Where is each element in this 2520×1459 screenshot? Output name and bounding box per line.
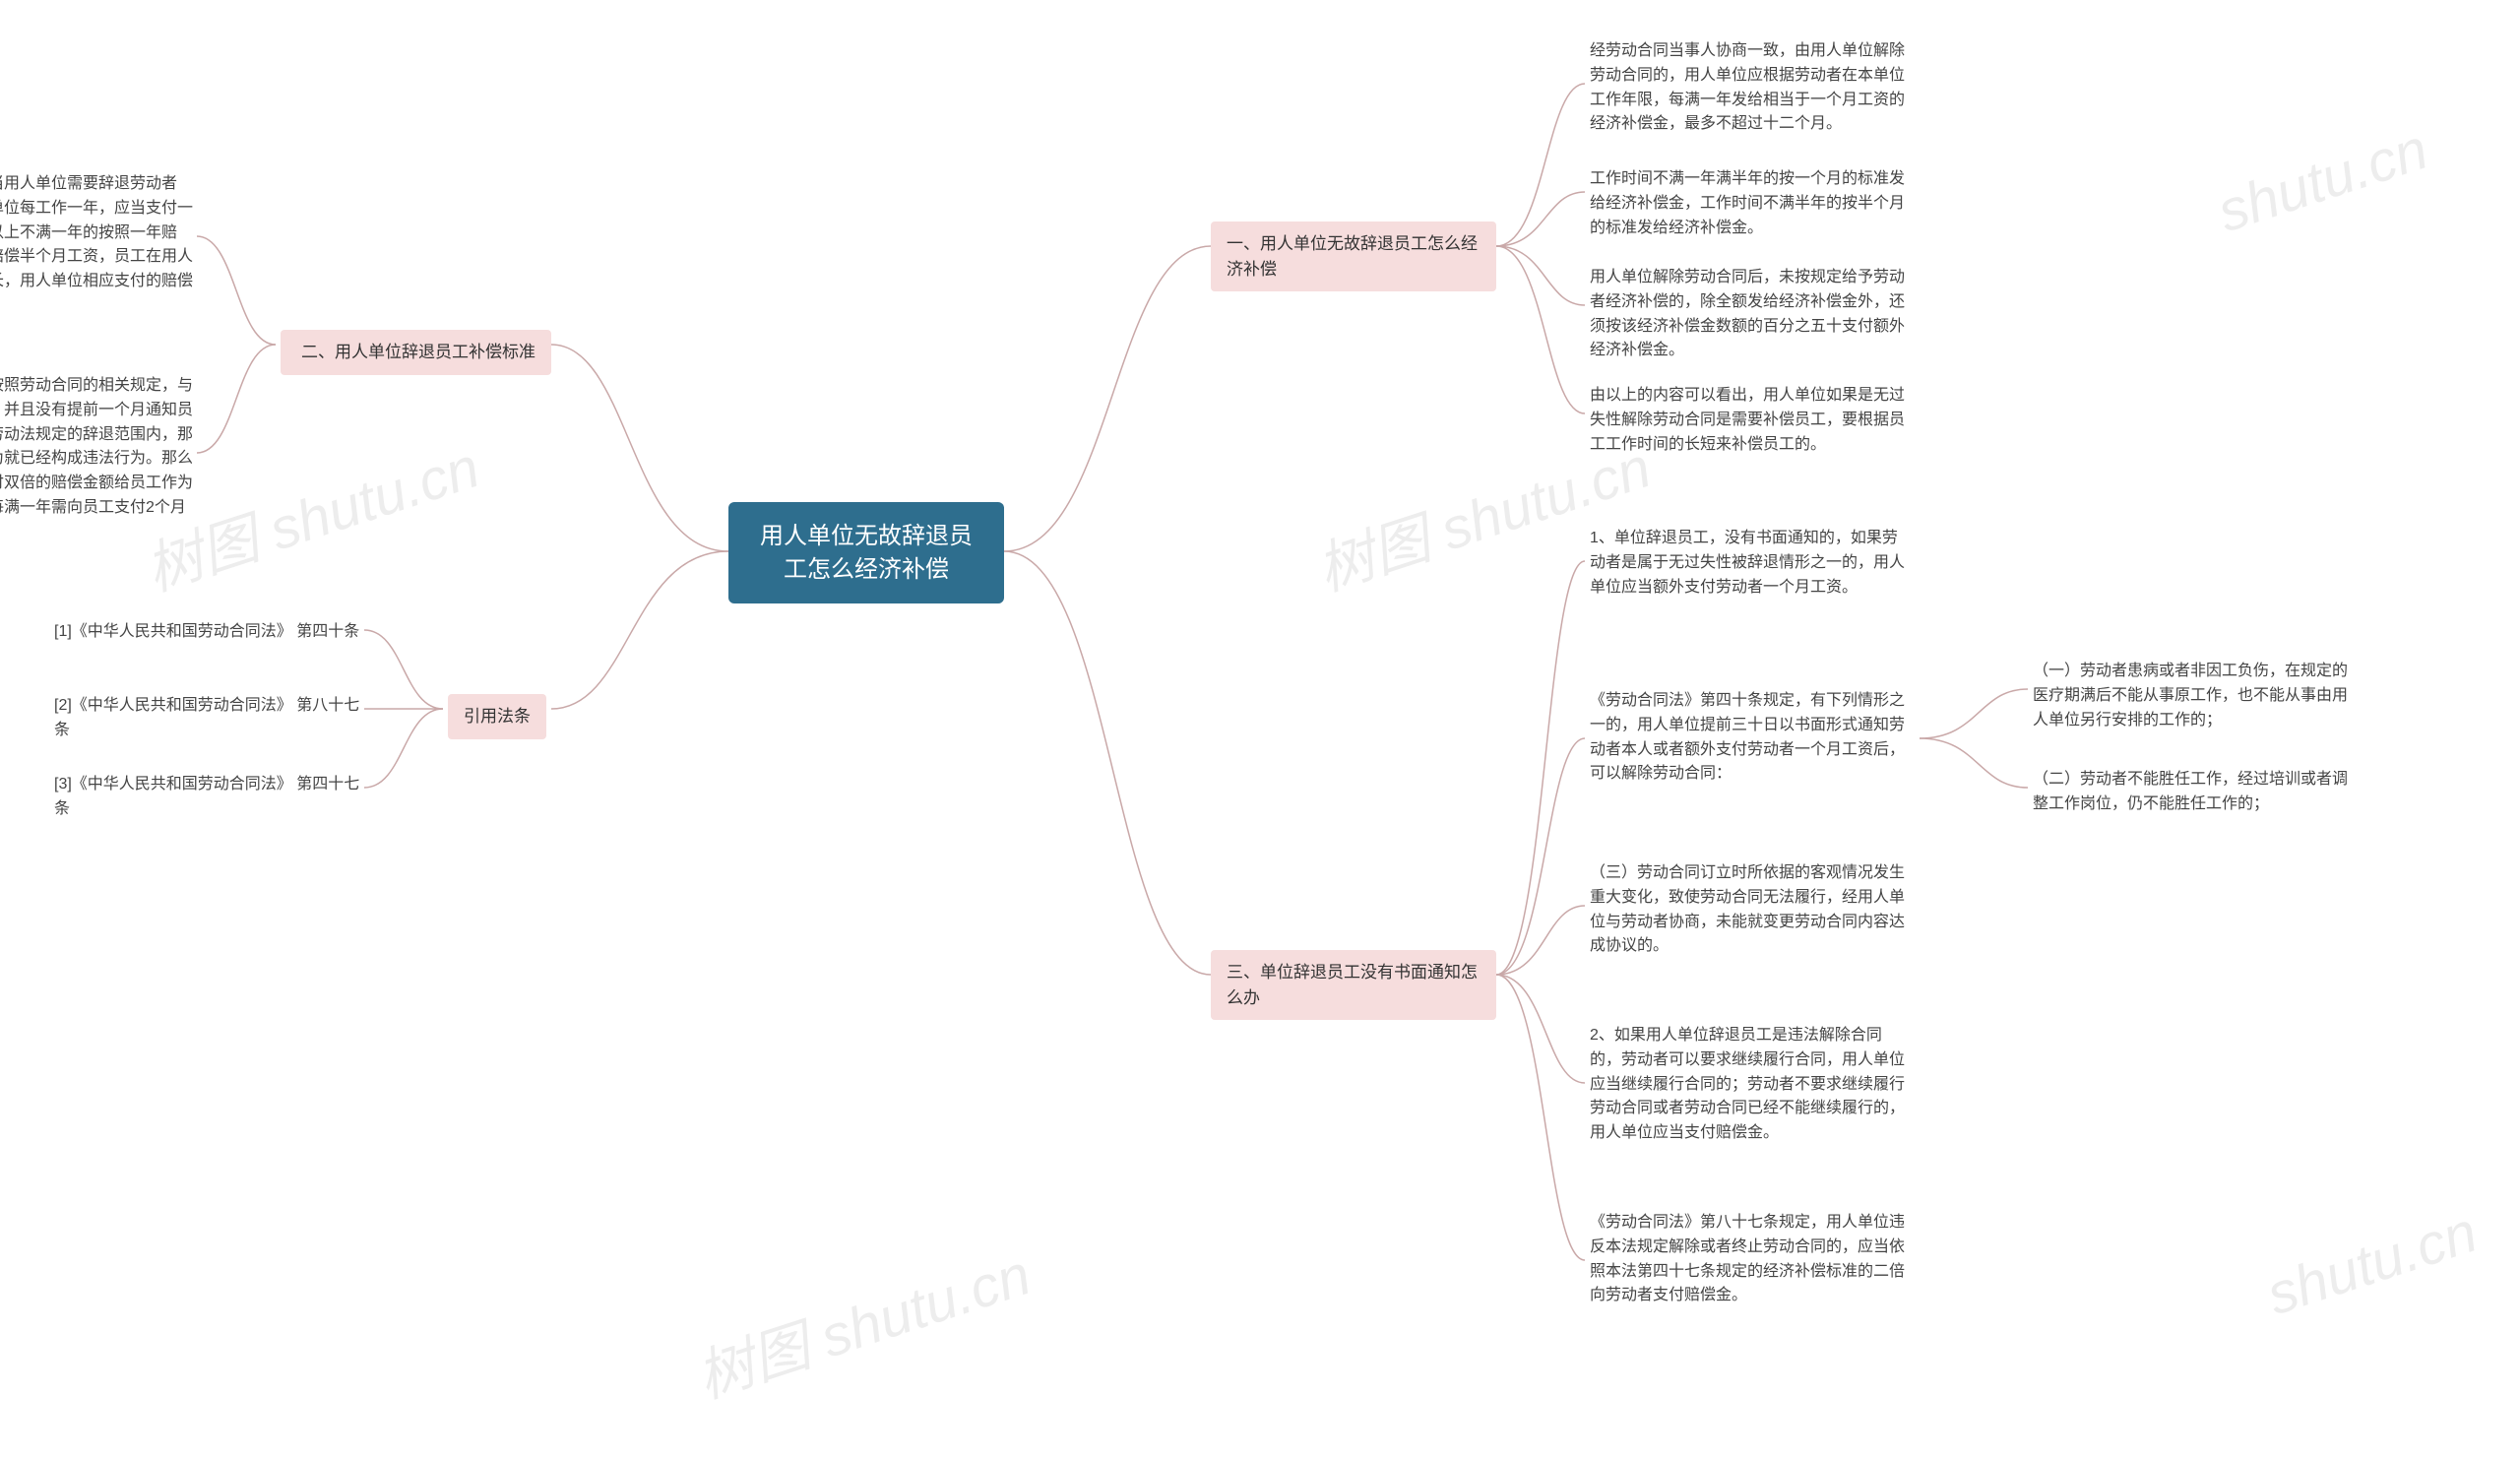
section3-item1: 1、单位辞退员工，没有书面通知的，如果劳动者是属于无过失性被辞退情形之一的，用人… <box>1590 527 1905 600</box>
refs-item-2: [2]《中华人民共和国劳动合同法》 第八十七条 <box>54 694 369 743</box>
refs-item-3: [3]《中华人民共和国劳动合同法》 第四十七条 <box>54 773 369 822</box>
section3-item87: 《劳动合同法》第八十七条规定，用人单位违反本法规定解除或者终止劳动合同的，应当依… <box>1590 1211 1905 1308</box>
section2-title[interactable]: 二、用人单位辞退员工补偿标准 <box>281 330 551 375</box>
section2-item-2: 如果用人单位没有按照劳动合同的相关规定，与员工解除劳动关系，并且没有提前一个月通… <box>0 374 197 545</box>
section3-law40-sub2: （二）劳动者不能胜任工作，经过培训或者调整工作岗位，仍不能胜任工作的； <box>2033 768 2348 817</box>
section1-item-3: 用人单位解除劳动合同后，未按规定给予劳动者经济补偿的，除全额发给经济补偿金外，还… <box>1590 266 1905 363</box>
section3-item2: 2、如果用人单位辞退员工是违法解除合同的，劳动者可以要求继续履行合同，用人单位应… <box>1590 1024 1905 1146</box>
section1-item-2: 工作时间不满一年满半年的按一个月的标准发给经济补偿金，工作时间不满半年的按半个月… <box>1590 167 1905 240</box>
refs-item-1: [1]《中华人民共和国劳动合同法》 第四十条 <box>54 620 369 645</box>
root-node[interactable]: 用人单位无故辞退员工怎么经济补偿 <box>728 502 1004 603</box>
watermark: shutu.cn <box>2259 1199 2485 1328</box>
section3-law40: 《劳动合同法》第四十条规定，有下列情形之一的，用人单位提前三十日以书面形式通知劳… <box>1590 689 1915 787</box>
refs-title[interactable]: 引用法条 <box>448 694 546 739</box>
section3-law40-sub1: （一）劳动者患病或者非因工负伤，在规定的医疗期满后不能从事原工作，也不能从事由用… <box>2033 660 2348 732</box>
section1-item-1: 经劳动合同当事人协商一致，由用人单位解除劳动合同的，用人单位应根据劳动者在本单位… <box>1590 39 1905 137</box>
section1-item-4: 由以上的内容可以看出，用人单位如果是无过失性解除劳动合同是需要补偿员工，要根据员… <box>1590 384 1905 457</box>
section3-sub3: （三）劳动合同订立时所依据的客观情况发生重大变化，致使劳动合同无法履行，经用人单… <box>1590 861 1905 959</box>
section2-item-1: 我国劳动法规定，当用人单位需要辞退劳动者时，劳动者在用人单位每工作一年，应当支付… <box>0 172 197 319</box>
watermark: 树图 shutu.cn <box>685 1229 1040 1414</box>
section1-title[interactable]: 一、用人单位无故辞退员工怎么经济补偿 <box>1211 222 1496 291</box>
section3-title[interactable]: 三、单位辞退员工没有书面通知怎么办 <box>1211 950 1496 1020</box>
watermark: shutu.cn <box>2210 116 2435 245</box>
